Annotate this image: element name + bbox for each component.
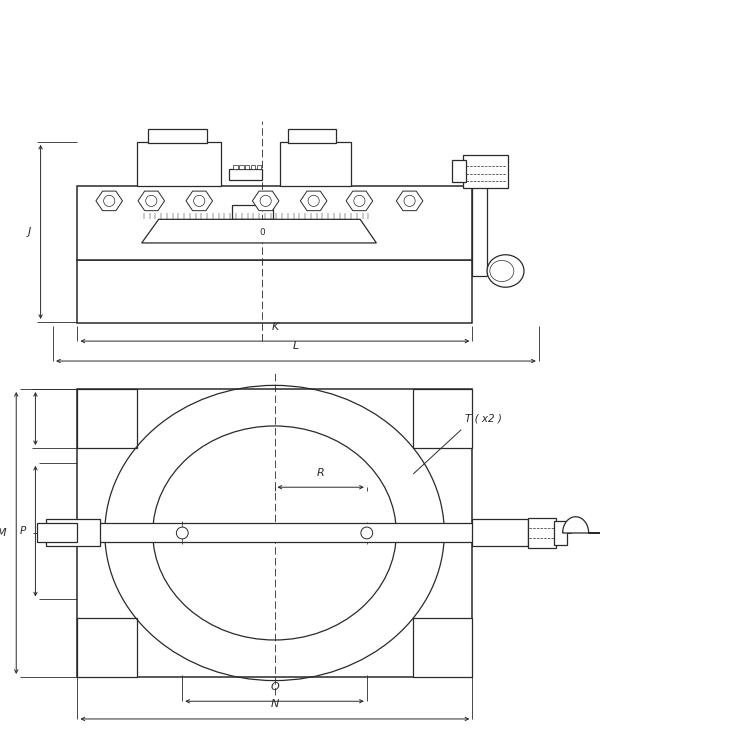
Circle shape [404, 195, 415, 206]
Bar [77, 260, 472, 323]
Polygon shape [346, 191, 373, 211]
Bar [239, 165, 244, 169]
Bar [37, 522, 77, 542]
Bar [137, 142, 221, 186]
Bar [148, 129, 207, 144]
Polygon shape [96, 191, 123, 211]
Bar [46, 519, 100, 547]
Bar [472, 519, 528, 547]
Bar [77, 389, 137, 448]
Circle shape [145, 195, 157, 206]
Bar [554, 521, 567, 545]
Bar [452, 160, 466, 182]
Bar [251, 165, 255, 169]
Bar [257, 165, 261, 169]
Circle shape [361, 527, 373, 539]
Polygon shape [186, 191, 213, 211]
Circle shape [308, 195, 320, 206]
Polygon shape [252, 191, 279, 211]
Polygon shape [138, 191, 165, 211]
Circle shape [103, 195, 115, 206]
Text: O: O [270, 682, 279, 692]
Bar [232, 205, 273, 219]
Polygon shape [142, 219, 376, 243]
Bar [46, 522, 528, 542]
Bar [77, 389, 472, 677]
Text: K: K [272, 321, 278, 331]
Bar [245, 165, 249, 169]
Bar [77, 186, 472, 260]
Bar [528, 518, 556, 548]
Bar [280, 142, 351, 186]
Text: S: S [169, 528, 175, 538]
Bar [288, 129, 336, 144]
Ellipse shape [487, 255, 524, 287]
Bar [77, 618, 137, 677]
Bar [233, 165, 238, 169]
Circle shape [176, 527, 188, 539]
Text: T ( x2 ): T ( x2 ) [465, 414, 502, 424]
Circle shape [193, 195, 205, 206]
Polygon shape [396, 191, 423, 211]
Polygon shape [562, 517, 600, 533]
Bar [413, 618, 472, 677]
Text: 0: 0 [259, 228, 265, 237]
Text: N: N [271, 699, 279, 709]
Text: J: J [28, 227, 31, 237]
Text: Q: Q [63, 528, 72, 538]
Polygon shape [300, 191, 327, 211]
Text: P: P [20, 526, 26, 536]
Circle shape [260, 195, 272, 206]
Bar [413, 389, 472, 448]
Bar [463, 155, 508, 188]
Circle shape [354, 195, 365, 206]
Bar [229, 169, 262, 180]
Text: R: R [317, 468, 325, 478]
Text: L: L [293, 342, 299, 352]
Text: M: M [0, 528, 7, 538]
